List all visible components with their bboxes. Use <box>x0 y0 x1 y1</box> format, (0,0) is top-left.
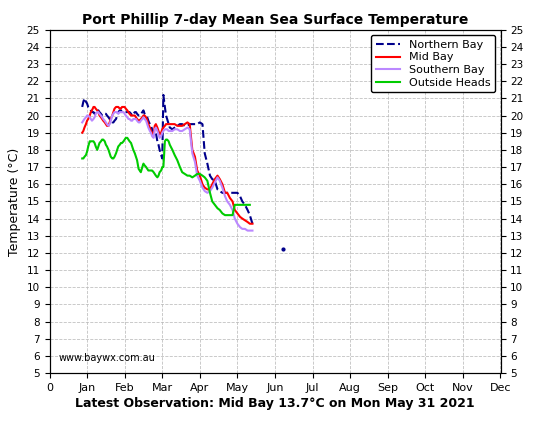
Southern Bay <box>82 115 89 120</box>
Outside Heads <box>246 202 253 207</box>
Southern Bay <box>144 122 151 127</box>
Northern Bay <box>79 104 85 109</box>
Southern Bay <box>79 120 85 125</box>
Text: www.baywx.com.au: www.baywx.com.au <box>58 353 156 363</box>
Line: Mid Bay: Mid Bay <box>82 107 252 224</box>
Mid Bay <box>249 221 256 226</box>
Line: Northern Bay: Northern Bay <box>82 95 252 224</box>
Northern Bay <box>82 99 89 104</box>
Northern Bay <box>229 190 236 195</box>
Outside Heads <box>123 135 129 140</box>
Southern Bay <box>249 228 256 233</box>
Southern Bay <box>94 109 101 114</box>
Northern Bay <box>241 202 248 207</box>
Y-axis label: Temperature (°C): Temperature (°C) <box>8 147 21 256</box>
Northern Bay <box>249 221 256 226</box>
Line: Outside Heads: Outside Heads <box>82 138 250 215</box>
Southern Bay <box>229 207 236 212</box>
Southern Bay <box>118 109 124 114</box>
Outside Heads <box>222 212 228 218</box>
Northern Bay <box>143 113 150 118</box>
Outside Heads <box>79 156 85 161</box>
Northern Bay <box>160 92 167 98</box>
Line: Southern Bay: Southern Bay <box>82 112 252 231</box>
Northern Bay <box>117 108 123 113</box>
Southern Bay <box>113 109 119 114</box>
X-axis label: Latest Observation: Mid Bay 13.7°C on Mon May 31 2021: Latest Observation: Mid Bay 13.7°C on Mo… <box>75 397 475 410</box>
Outside Heads <box>219 211 225 216</box>
Outside Heads <box>229 212 236 218</box>
Outside Heads <box>114 148 120 153</box>
Mid Bay <box>113 104 119 109</box>
Mid Bay <box>90 104 97 109</box>
Title: Port Phillip 7-day Mean Sea Surface Temperature: Port Phillip 7-day Mean Sea Surface Temp… <box>82 13 468 27</box>
Mid Bay <box>246 221 253 226</box>
Legend: Northern Bay, Mid Bay, Southern Bay, Outside Heads: Northern Bay, Mid Bay, Southern Bay, Out… <box>371 35 495 92</box>
Mid Bay <box>144 118 151 123</box>
Mid Bay <box>79 130 85 135</box>
Outside Heads <box>234 202 241 207</box>
Southern Bay <box>244 228 251 233</box>
Mid Bay <box>118 106 124 111</box>
Mid Bay <box>241 218 248 223</box>
Mid Bay <box>229 199 236 204</box>
Outside Heads <box>227 212 233 218</box>
Northern Bay <box>111 118 118 123</box>
Mid Bay <box>82 122 89 127</box>
Southern Bay <box>241 226 248 232</box>
Outside Heads <box>154 175 161 180</box>
